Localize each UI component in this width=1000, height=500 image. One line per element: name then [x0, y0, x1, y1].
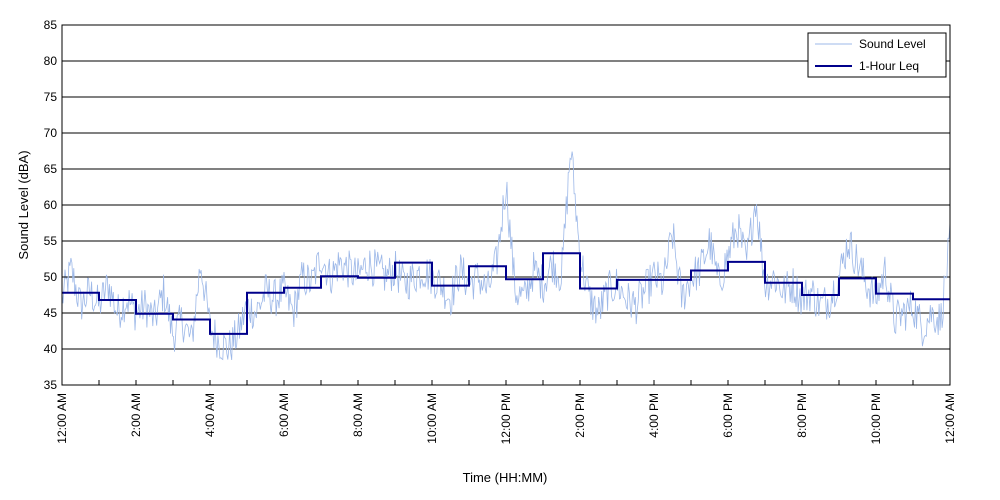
x-tick-label: 12:00 PM	[499, 393, 513, 444]
x-tick-label: 12:00 AM	[943, 393, 957, 444]
legend: Sound Level 1-Hour Leq	[807, 32, 947, 78]
legend-label-sound-level: Sound Level	[859, 37, 926, 51]
x-axis-label: Time (HH:MM)	[463, 470, 548, 485]
x-tick-label: 12:00 AM	[55, 393, 69, 444]
legend-box	[807, 32, 947, 78]
y-tick-label: 70	[44, 126, 58, 140]
x-tick-label: 10:00 PM	[869, 393, 883, 444]
x-tick-label: 6:00 PM	[721, 393, 735, 438]
y-tick-label: 80	[44, 54, 58, 68]
x-axis: 12:00 AM 2:00 AM 4:00 AM 6:00 AM 8:00 AM 10:0…	[55, 380, 957, 444]
leq-step-line	[62, 252, 950, 335]
y-tick-label: 65	[44, 162, 58, 176]
x-tick-label: 2:00 AM	[129, 393, 143, 437]
x-tick-label: 8:00 PM	[795, 393, 809, 438]
leq-series	[62, 252, 950, 335]
y-tick-label: 85	[44, 18, 58, 32]
x-tick-label: 4:00 AM	[203, 393, 217, 437]
y-axis: 35 40 45 50 55 60 65 70 75 80 85	[44, 18, 67, 392]
x-tick-label: 10:00 AM	[425, 393, 439, 444]
y-tick-label: 35	[44, 378, 58, 392]
y-axis-label: Sound Level (dBA)	[16, 150, 31, 259]
x-tick-label: 2:00 PM	[573, 393, 587, 438]
y-tick-label: 55	[44, 234, 58, 248]
x-tick-label: 4:00 PM	[647, 393, 661, 438]
y-tick-label: 40	[44, 342, 58, 356]
x-tick-label: 8:00 AM	[351, 393, 365, 437]
y-tick-label: 45	[44, 306, 58, 320]
y-tick-label: 60	[44, 198, 58, 212]
y-tick-label: 50	[44, 270, 58, 284]
legend-label-leq: 1-Hour Leq	[859, 59, 919, 73]
x-tick-label: 6:00 AM	[277, 393, 291, 437]
y-tick-label: 75	[44, 90, 58, 104]
